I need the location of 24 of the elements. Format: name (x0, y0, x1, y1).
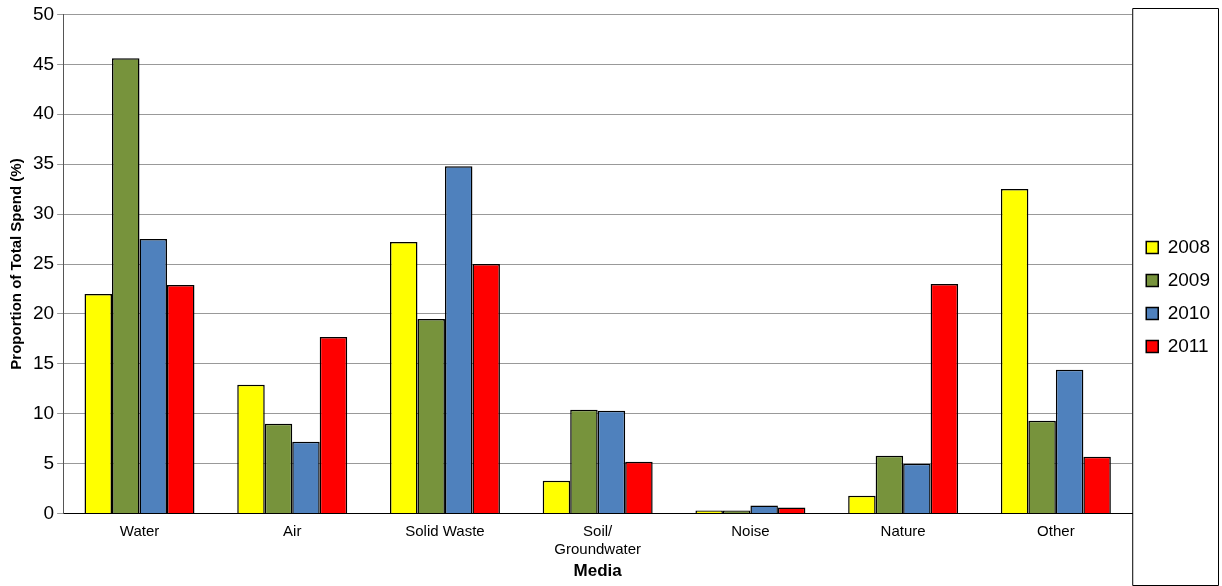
y-tick-label: 35 (32, 152, 55, 174)
legend-label: 2009 (1167, 268, 1211, 290)
x-tick-label: Nature (880, 521, 926, 539)
y-tick-label: 20 (32, 302, 55, 324)
legend-label: 2010 (1167, 301, 1211, 323)
x-tick-label: Noise (731, 521, 770, 539)
x-axis-title: Media (573, 561, 623, 581)
y-tick-label: 45 (32, 52, 55, 74)
x-tick-label: Water (119, 521, 160, 539)
y-axis-title: Proportion of Total Spend (%) (7, 158, 25, 370)
legend-label: 2008 (1167, 235, 1211, 257)
legend-label: 2011 (1167, 334, 1209, 356)
y-tick-label: 0 (43, 501, 55, 523)
x-tick-label: Solid Waste (405, 521, 485, 539)
x-tick-label: Other (1037, 521, 1075, 539)
y-tick-label: 5 (43, 451, 55, 473)
y-tick-label: 25 (32, 252, 55, 274)
y-tick-label: 15 (32, 352, 55, 374)
x-tick-label: Air (283, 521, 302, 539)
y-tick-label: 10 (32, 401, 55, 423)
y-tick-label: 30 (32, 202, 55, 224)
x-tick-label: Soil/ Groundwater (554, 521, 642, 557)
y-tick-label: 50 (32, 2, 55, 24)
y-tick-label: 40 (32, 102, 55, 124)
